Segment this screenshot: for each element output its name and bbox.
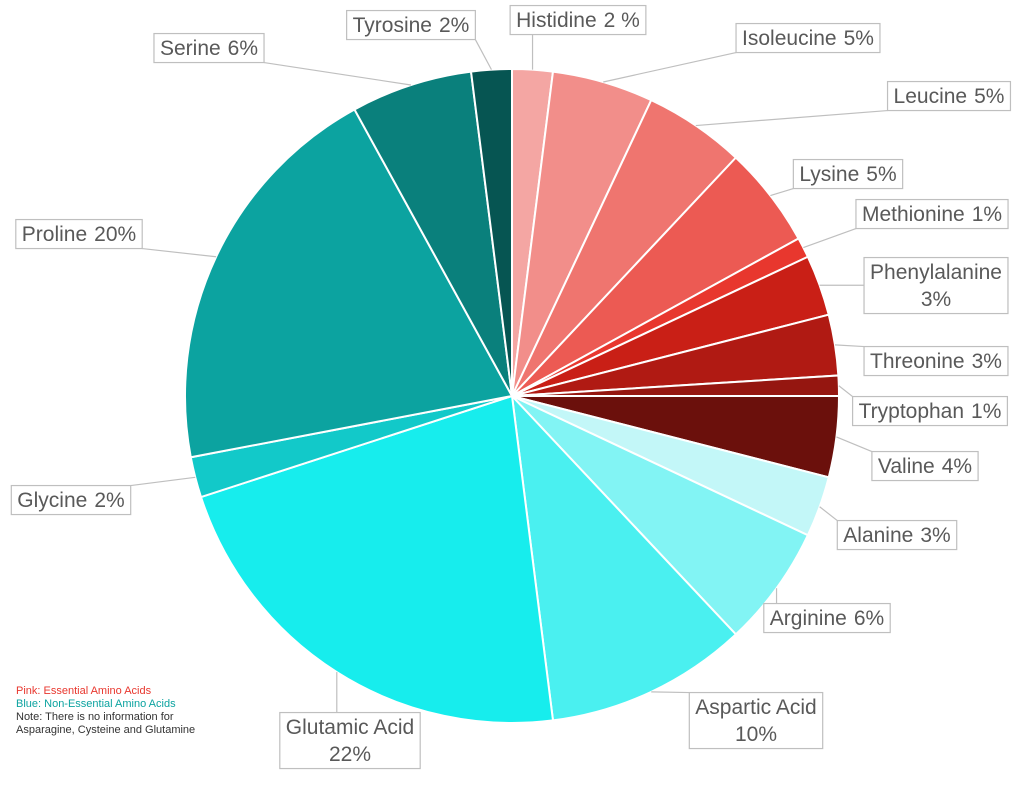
value-label: 1% [972, 203, 1002, 226]
leader-line [263, 61, 412, 86]
category-label: Threonine [870, 350, 965, 373]
value-label: 2% [439, 14, 469, 37]
slice-label: Threonine 3% [870, 350, 1002, 373]
leader-line [770, 187, 794, 197]
label-box [688, 691, 824, 750]
value-label: 2 % [604, 9, 640, 32]
value-label: 3% [921, 288, 951, 311]
category-label: Methionine [862, 203, 965, 226]
leader-line [130, 476, 196, 487]
category-label: Aspartic Acid [695, 696, 816, 719]
category-label: Tryptophan [859, 400, 964, 423]
category-label: Histidine [516, 9, 597, 32]
label-box [15, 218, 143, 250]
note: Blue: Non-Essential Amino Acids [16, 698, 176, 710]
label-box [871, 450, 979, 482]
label-box [153, 32, 265, 64]
label-box [836, 519, 958, 551]
category-label: Isoleucine [742, 27, 837, 50]
leader-line [695, 109, 888, 127]
value-label: 2% [94, 489, 124, 512]
value-label: 5% [974, 85, 1004, 108]
category-label: Serine [160, 37, 221, 60]
label-box [863, 256, 1009, 315]
label-box [792, 158, 904, 190]
value-label: 5% [866, 163, 896, 186]
value-label: 10% [735, 723, 777, 746]
category-label: Arginine [770, 607, 847, 630]
labels: Histidine 2 % Isoleucine 5% Leucine 5% Lysine 5… [10, 4, 1012, 770]
label-box [763, 602, 891, 634]
category-label: Proline [22, 223, 87, 246]
leader-line [834, 344, 865, 348]
slice-label: Glycine 2% [17, 489, 124, 512]
note: Note: There is no information for Aspara… [16, 711, 196, 736]
label-box [279, 711, 421, 770]
pie-slice [511, 395, 810, 636]
slice-label: Proline 20% [22, 223, 136, 246]
label-box [863, 345, 1009, 377]
slice-label: Tyrosine 2% [353, 14, 470, 37]
category-label: Lysine [799, 163, 859, 186]
value-label: 22% [329, 743, 371, 766]
slice-label: Aspartic Acid 10% [695, 696, 816, 746]
slice-label: Methionine 1% [862, 203, 1002, 226]
label-box [886, 80, 1012, 112]
label-box [735, 22, 881, 54]
value-label: 1% [971, 400, 1001, 423]
slice-label: Leucine 5% [894, 85, 1005, 108]
leader-line [803, 227, 857, 249]
label-box [509, 4, 647, 36]
slice-label: Valine 4% [878, 455, 972, 478]
category-label: Leucine [894, 85, 968, 108]
value-label: 20% [94, 223, 136, 246]
slice-label: Lysine 5% [799, 163, 896, 186]
leader-line [838, 385, 853, 398]
leader-line [142, 247, 217, 258]
category-label: Glutamic Acid [286, 716, 414, 739]
pie-slice [184, 108, 514, 459]
value-label: 3% [920, 524, 950, 547]
leader-line [651, 691, 690, 694]
value-label: 5% [844, 27, 874, 50]
value-label: 6% [854, 607, 884, 630]
slice-label: Tryptophan 1% [859, 400, 1002, 423]
slice-label: Isoleucine 5% [742, 27, 874, 50]
notes: Pink: Essential Amino Acids Blue: Non-Es… [16, 685, 206, 737]
category-label: Glycine [17, 489, 87, 512]
category-label: Valine [878, 455, 935, 478]
label-box [10, 484, 132, 516]
label-box [851, 395, 1009, 427]
slices [184, 67, 841, 724]
category-label: Alanine [843, 524, 913, 547]
leader-line [474, 39, 492, 70]
pie-slice [469, 67, 513, 397]
slice-label: Phenylalanine 3% [870, 261, 1002, 311]
label-box [346, 9, 476, 41]
note: Pink: Essential Amino Acids [16, 685, 152, 697]
slice-label: Serine 6% [160, 37, 258, 60]
pie-slice [353, 70, 513, 397]
category-label: Phenylalanine [870, 261, 1002, 284]
value-label: 6% [228, 37, 258, 60]
slice-label: Arginine 6% [770, 607, 884, 630]
leaders [130, 34, 888, 713]
slice-label: Alanine 3% [843, 524, 950, 547]
leader-line [603, 51, 737, 83]
value-label: 3% [972, 350, 1002, 373]
slice-label: Glutamic Acid 22% [286, 716, 414, 766]
leader-line [836, 436, 873, 453]
slice-label: Histidine 2 % [516, 9, 640, 32]
leader-line [819, 506, 838, 522]
label-box [855, 198, 1009, 230]
value-label: 4% [942, 455, 972, 478]
category-label: Tyrosine [353, 14, 432, 37]
